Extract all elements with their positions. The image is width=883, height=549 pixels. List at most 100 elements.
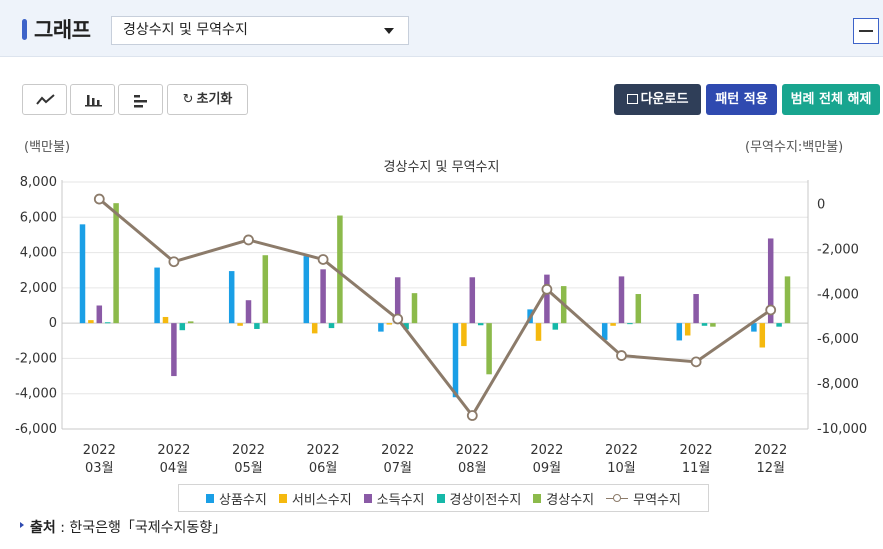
download-button[interactable]: 다운로드	[614, 84, 701, 115]
x-tick-label-year: 2022	[754, 443, 787, 458]
legend-label: 경상수지	[546, 492, 595, 508]
x-tick-label-year: 2022	[605, 443, 638, 458]
right-tick-label: -2,000	[817, 242, 859, 257]
minus-icon	[859, 30, 873, 32]
left-tick-label: 0	[49, 316, 57, 331]
bar-2	[320, 269, 326, 324]
bar-0	[676, 323, 683, 341]
right-axis-unit: (무역수지:백만불)	[745, 140, 844, 155]
title-accent-bar	[22, 19, 27, 40]
bar-4	[710, 323, 716, 327]
bar-2	[469, 277, 476, 324]
x-tick-label-year: 2022	[456, 443, 489, 458]
bar-1	[684, 323, 691, 336]
bar-0	[154, 267, 160, 324]
chart-select-value: 경상수지 및 무역수지	[123, 22, 248, 38]
bar-4	[337, 215, 343, 324]
trade-balance-point	[392, 313, 404, 325]
trade-balance-point	[93, 193, 105, 205]
bar-3	[104, 322, 111, 324]
bar-0	[228, 271, 235, 324]
bar-1	[759, 323, 766, 348]
x-tick-label-month: 10월	[607, 461, 636, 476]
bar-3	[552, 323, 559, 330]
x-tick-label-year: 2022	[157, 443, 190, 458]
legend-swatch	[206, 493, 215, 503]
reset-button[interactable]: ↻ 초기화	[167, 84, 248, 115]
legend-swatch	[436, 493, 445, 503]
legend-item[interactable]: 소득수지	[363, 489, 425, 508]
line-chart-icon	[36, 94, 55, 105]
x-tick-label-month: 06월	[309, 461, 338, 476]
legend-label: 무역수지	[633, 492, 681, 508]
x-tick-label-month: 05월	[234, 461, 263, 476]
bar-0	[303, 256, 310, 324]
legend-swatch	[533, 493, 542, 503]
x-tick-label-month: 07월	[383, 461, 412, 476]
x-tick-label-year: 2022	[83, 443, 116, 458]
trade-balance-point	[168, 256, 180, 268]
horizontal-bar-icon	[134, 95, 147, 108]
bar-2	[544, 274, 550, 324]
bar-chart-button[interactable]	[70, 84, 115, 115]
legend-item[interactable]: 무역수지	[606, 489, 681, 508]
legend-item[interactable]: 경상이전수지	[436, 489, 522, 508]
bar-0	[79, 224, 86, 324]
right-tick-label: -8,000	[817, 377, 859, 392]
download-icon	[626, 94, 638, 104]
header-bar: 그래프 경상수지 및 무역수지	[0, 0, 883, 57]
trade-balance-point	[690, 356, 702, 368]
bar-2	[171, 323, 177, 377]
bar-3	[179, 323, 186, 331]
bullet-icon	[20, 522, 24, 528]
bar-3	[254, 323, 260, 329]
collapse-button[interactable]	[853, 18, 879, 44]
horizontal-bar-button[interactable]	[118, 84, 163, 115]
bar-4	[113, 203, 119, 324]
bar-0	[378, 323, 384, 332]
x-tick-label-year: 2022	[530, 443, 563, 458]
line-chart-button[interactable]	[22, 84, 67, 115]
left-tick-label: -4,000	[15, 387, 57, 402]
legend-swatch	[278, 493, 287, 503]
right-tick-label: -10,000	[817, 422, 867, 437]
bar-4	[262, 255, 269, 324]
reset-label: 초기화	[196, 92, 233, 107]
chart-legend: 상품수지 서비스수지 소득수지 경상이전수지 경상수지 무역수지	[178, 484, 709, 512]
chart-select-dropdown[interactable]: 경상수지 및 무역수지	[111, 16, 409, 45]
x-tick-label-year: 2022	[307, 443, 340, 458]
bar-chart-icon	[85, 95, 102, 107]
bar-1	[88, 320, 94, 324]
legend-swatch	[363, 493, 372, 503]
bar-0	[601, 323, 608, 340]
bar-1	[237, 323, 243, 326]
bar-1	[311, 323, 318, 334]
x-tick-label-year: 2022	[381, 443, 414, 458]
bar-4	[411, 293, 418, 324]
refresh-icon: ↻	[182, 92, 194, 107]
bar-2	[96, 305, 103, 324]
legend-toggle-label: 범례 전체 해제	[790, 92, 872, 107]
legend-label: 경상이전수지	[449, 492, 522, 508]
bar-4	[635, 294, 642, 324]
legend-label: 서비스수지	[291, 492, 352, 508]
legend-item[interactable]: 서비스수지	[278, 489, 352, 508]
legend-item[interactable]: 상품수지	[206, 489, 267, 508]
bar-4	[784, 276, 791, 324]
x-tick-label-year: 2022	[680, 443, 713, 458]
pattern-button[interactable]: 패턴 적용	[706, 84, 777, 115]
chart-title: 경상수지 및 무역수지	[383, 160, 500, 175]
legend-item[interactable]: 경상수지	[533, 489, 594, 508]
x-tick-label-month: 09월	[533, 461, 562, 476]
legend-toggle-button[interactable]: 범례 전체 해제	[782, 84, 880, 115]
trade-balance-line	[98, 197, 772, 419]
trade-balance-point	[466, 410, 478, 421]
pattern-label: 패턴 적용	[715, 92, 768, 107]
left-tick-label: 4,000	[20, 246, 57, 261]
legend-label: 상품수지	[219, 492, 267, 508]
bar-1	[535, 323, 542, 341]
bar-3	[328, 323, 335, 329]
left-axis-unit: (백만불)	[24, 140, 71, 155]
left-tick-label: 2,000	[20, 281, 57, 296]
trade-balance-point	[616, 350, 627, 361]
